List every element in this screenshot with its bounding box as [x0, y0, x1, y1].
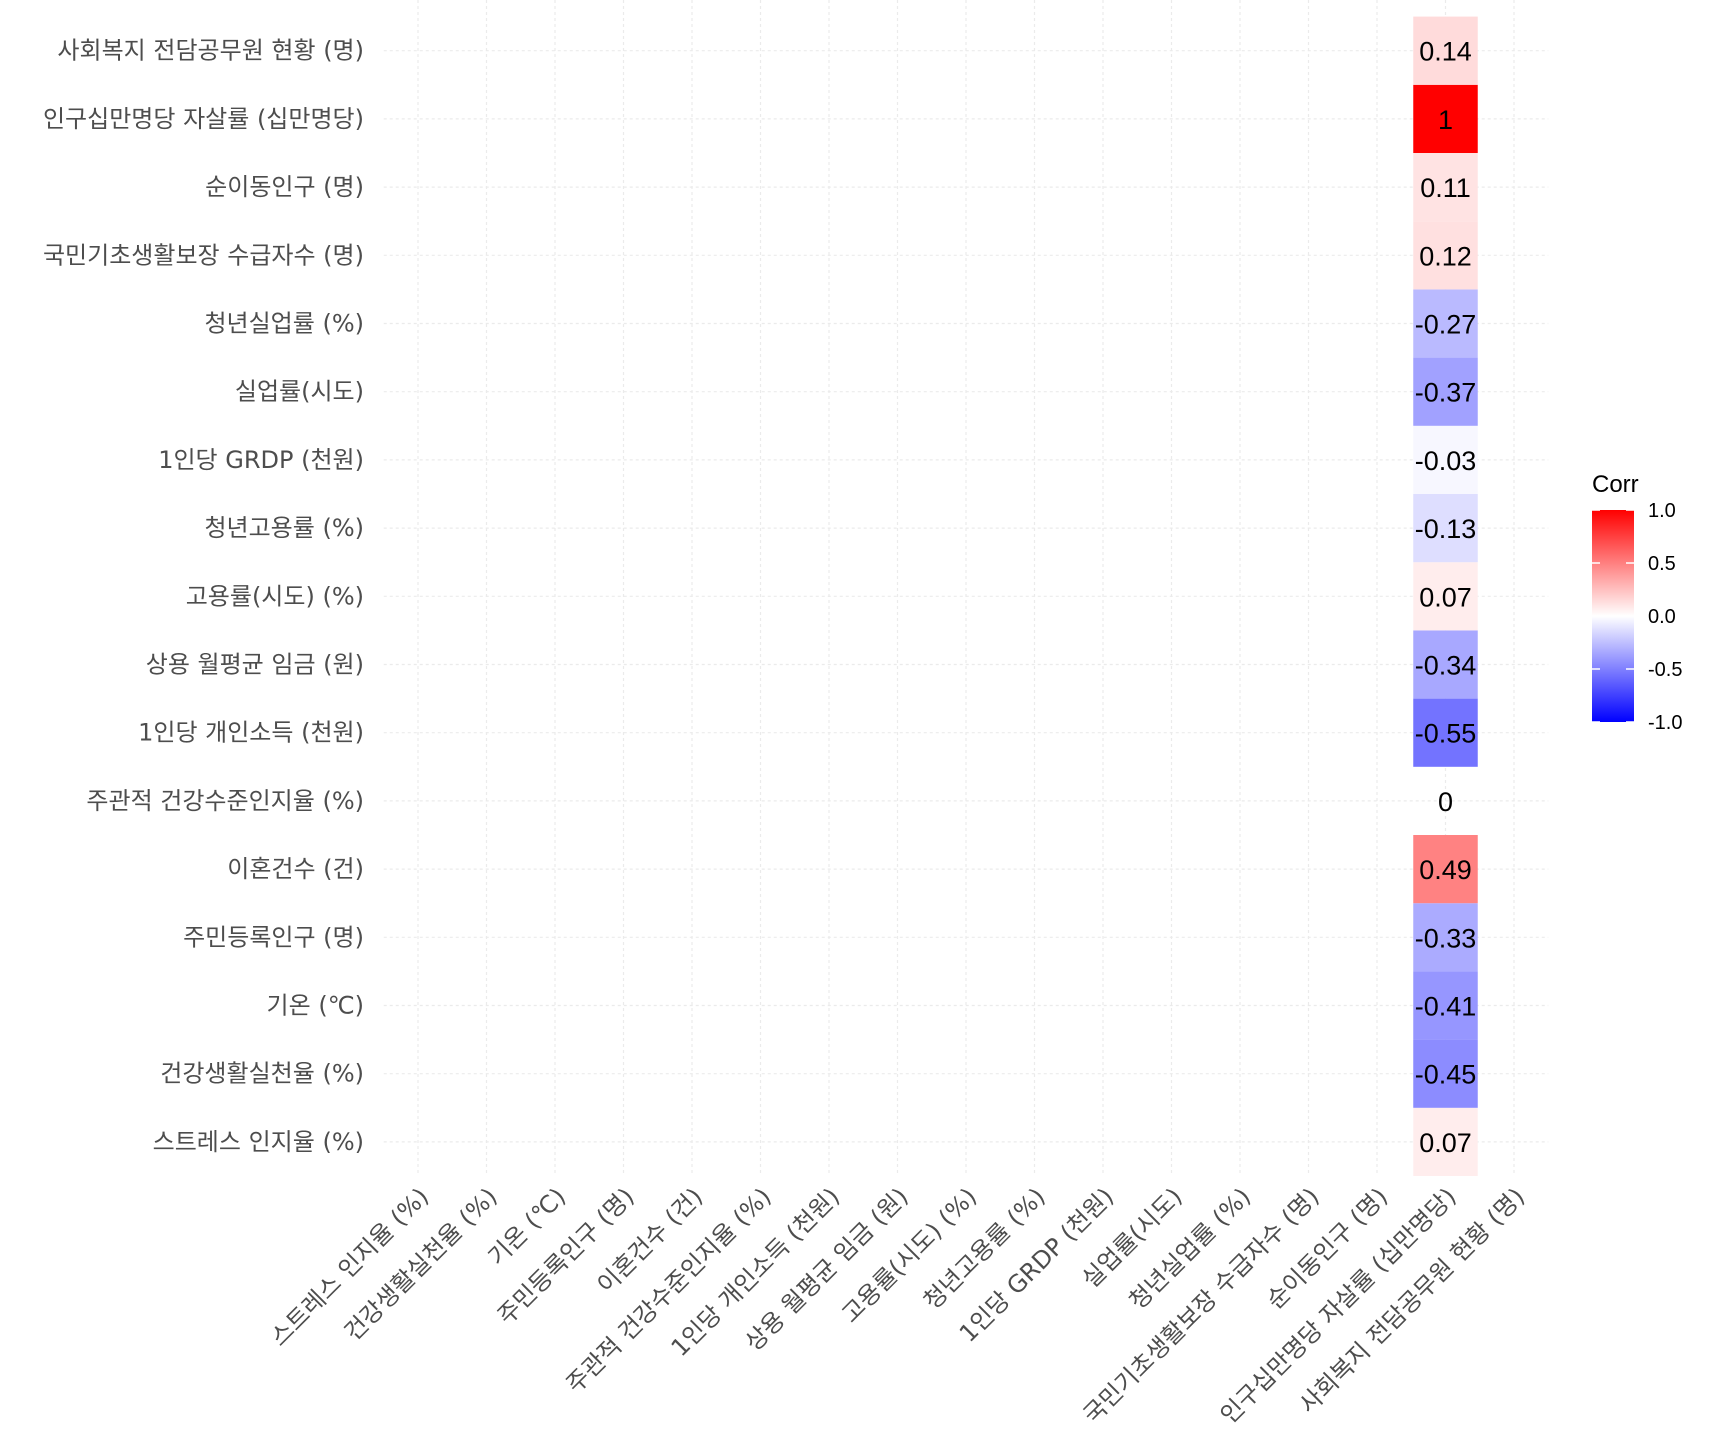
y-tick-label: 순이동인구 (명) — [205, 173, 364, 201]
y-tick-label: 사회복지 전담공무원 현황 (명) — [57, 37, 364, 65]
cell-value-label: 0.14 — [1419, 37, 1472, 67]
y-tick-label: 실업률(시도) — [235, 378, 364, 406]
y-tick-label: 건강생활실천율 (%) — [160, 1060, 364, 1088]
heatmap-cell — [1413, 153, 1478, 222]
heatmap-cell — [1413, 16, 1478, 85]
heatmap-cell — [1413, 835, 1478, 904]
cell-value-label: -0.55 — [1415, 719, 1477, 749]
cell-value-label: 0.07 — [1419, 1128, 1472, 1158]
cell-value-label: -0.33 — [1415, 923, 1477, 953]
cell-value-label: 1 — [1438, 105, 1453, 135]
y-tick-label: 상용 월평균 임금 (원) — [146, 651, 364, 679]
heatmap-cells: 0.07 -0.45 -0.41 -0.33 0.49 0 -0.55 -0.34 0.07 -0… — [1413, 16, 1478, 1176]
heatmap-cell — [1413, 221, 1478, 290]
y-tick-label: 이혼건수 (건) — [227, 855, 364, 883]
legend-tick-label: 1.0 — [1648, 500, 1676, 522]
heatmap-cell — [1413, 289, 1478, 358]
x-tick-label: 청년고용률 (%) — [918, 1182, 1051, 1315]
cell-value-label: 0.07 — [1419, 582, 1472, 612]
y-tick-label: 1인당 GRDP (천원) — [158, 446, 364, 474]
legend-ticks: 1.0 0.5 0.0 -0.5 -1.0 — [1592, 500, 1682, 734]
y-tick-label: 국민기초생활보장 수급자수 (명) — [43, 241, 364, 269]
cell-value-label: 0.49 — [1419, 855, 1472, 885]
x-tick-label: 순이동인구 (명) — [1261, 1182, 1393, 1314]
heatmap-cell — [1413, 630, 1478, 699]
heatmap-cell — [1413, 425, 1478, 494]
y-tick-label: 인구십만명당 자살률 (십만명당) — [43, 105, 364, 133]
y-tick-label: 청년실업률 (%) — [204, 310, 364, 338]
y-tick-label: 1인당 개인소득 (천원) — [138, 719, 364, 747]
grid-lines — [383, 0, 1549, 1176]
cell-value-label: -0.37 — [1415, 378, 1477, 408]
heatmap-cell — [1413, 903, 1478, 972]
y-tick-label: 청년고용률 (%) — [204, 514, 364, 542]
cell-value-label: 0.11 — [1420, 173, 1471, 203]
cell-value-label: -0.27 — [1415, 310, 1477, 340]
y-tick-label: 스트레스 인지율 (%) — [153, 1128, 364, 1156]
y-tick-label: 고용률(시도) (%) — [186, 582, 364, 610]
heatmap-cell — [1413, 971, 1478, 1040]
cell-value-label: -0.34 — [1415, 651, 1477, 681]
legend-tick-label: -0.5 — [1648, 659, 1682, 681]
legend-tick-label: 0.5 — [1648, 553, 1676, 575]
legend-tick-label: -1.0 — [1648, 712, 1682, 734]
y-tick-label: 주민등록인구 (명) — [183, 923, 364, 951]
heatmap-cell — [1413, 1039, 1478, 1108]
heatmap-cell — [1413, 494, 1478, 563]
cell-value-label: -0.13 — [1415, 514, 1477, 544]
y-tick-label: 기온 (℃) — [267, 992, 364, 1020]
cell-value-label: 0 — [1438, 787, 1453, 817]
heatmap-cell — [1413, 357, 1478, 426]
x-axis-labels: 스트레스 인지율 (%)건강생활실천율 (%)기온 (℃)주민등록인구 (명)이… — [265, 1182, 1530, 1429]
y-tick-label: 주관적 건강수준인지율 (%) — [86, 787, 364, 815]
cell-value-label: -0.45 — [1415, 1060, 1477, 1090]
heatmap-cell — [1413, 562, 1478, 631]
cell-value-label: -0.41 — [1415, 992, 1477, 1022]
y-axis-labels: 스트레스 인지율 (%) 건강생활실천율 (%) 기온 (℃) 주민등록인구 (명) 이… — [43, 37, 364, 1156]
heatmap-cell — [1413, 698, 1478, 767]
legend-title: Corr — [1592, 471, 1639, 498]
cell-value-label: -0.03 — [1415, 446, 1477, 476]
heatmap-cell — [1413, 1107, 1478, 1176]
heatmap-cell — [1413, 84, 1478, 153]
cell-value-label: 0.12 — [1419, 241, 1472, 271]
color-legend: Corr 1.0 0.5 0.0 -0.5 -1.0 — [1592, 471, 1682, 734]
x-tick-label: 청년실업률 (%) — [1124, 1182, 1257, 1315]
legend-tick-label: 0.0 — [1648, 606, 1676, 628]
